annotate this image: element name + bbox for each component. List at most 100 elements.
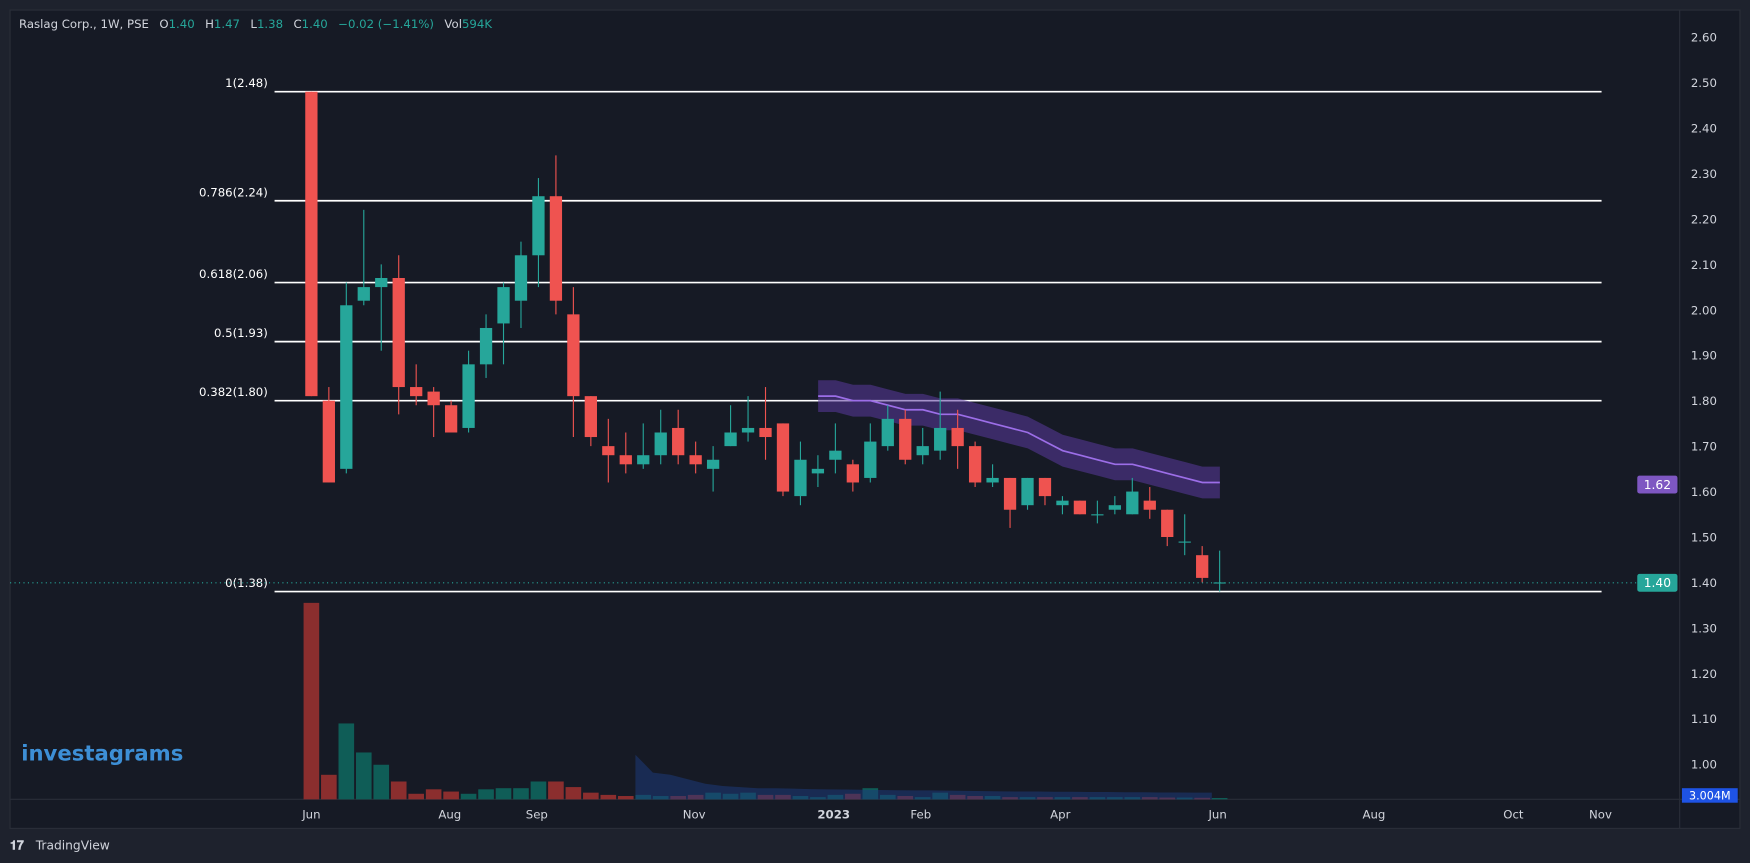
candle [340, 282, 353, 474]
candle [1108, 496, 1121, 515]
candle [1143, 487, 1156, 519]
candle-body [340, 305, 353, 469]
legend-symbol: Raslag Corp., 1W, PSE [19, 17, 149, 31]
candle-body [759, 427, 772, 438]
volume-bar [600, 794, 617, 800]
price-badge-volume: 3.004M [1681, 788, 1738, 803]
candle [672, 409, 685, 465]
candle [322, 387, 335, 483]
candle [899, 409, 912, 465]
volume-bar [373, 764, 390, 800]
price-tick-label: 1.70 [1691, 440, 1717, 454]
time-tick-label: Oct [1503, 807, 1524, 821]
moving-average [818, 380, 1220, 499]
candle [881, 405, 894, 451]
volume-bar [617, 796, 634, 800]
ma-value-label: 1.62 [1644, 478, 1671, 492]
candle [305, 91, 318, 397]
volume-bar [460, 793, 477, 800]
candle-body [584, 396, 597, 438]
candle-body [724, 432, 737, 447]
candle-body [637, 455, 650, 465]
candle-body [706, 459, 720, 469]
candle-body [1091, 514, 1104, 516]
volume-bar [583, 792, 599, 800]
candles [305, 91, 1226, 592]
time-tick-label: 2023 [817, 807, 850, 821]
legend[interactable]: Raslag Corp., 1W, PSE O1.40 H1.47 L1.38 … [19, 17, 492, 31]
candle [689, 441, 702, 474]
candle [619, 432, 632, 474]
price-tick-label: 1.50 [1691, 530, 1717, 544]
candle [776, 423, 790, 497]
candle-body [619, 455, 632, 465]
candle-body [864, 441, 877, 478]
candle [829, 423, 842, 474]
fib-level-label: 1(2.48) [225, 76, 268, 90]
candle [1056, 496, 1069, 515]
candle-body [532, 196, 545, 256]
volume-bar [390, 781, 407, 800]
volume-bar [355, 752, 372, 800]
price-tick-label: 2.10 [1691, 258, 1717, 272]
candle [741, 396, 755, 442]
candle-body [916, 446, 929, 456]
fib-level-label: 0.382(1.80) [199, 385, 268, 399]
candle [410, 364, 423, 406]
legend-high: 1.47 [214, 17, 240, 31]
candle [864, 423, 877, 483]
candle [724, 405, 737, 447]
candle [532, 178, 545, 288]
candle [811, 455, 825, 488]
candle [497, 282, 510, 365]
time-tick-label: Sep [526, 807, 548, 821]
time-tick-label: Nov [683, 807, 706, 821]
time-axis[interactable]: Jun Aug Sep Nov 2023 Feb Apr Jun Aug Oct Nov [301, 807, 1612, 821]
fib-level-label: 0.5(1.93) [214, 326, 268, 340]
price-tick-label: 1.30 [1691, 621, 1717, 635]
candle-body [1143, 500, 1156, 510]
candle-body [1213, 582, 1226, 584]
candle [427, 387, 440, 438]
volume-bar [513, 788, 529, 800]
price-tick-label: 2.60 [1691, 31, 1717, 45]
candle [479, 314, 493, 378]
candle-body [899, 418, 912, 460]
candle-body [427, 391, 440, 406]
candle-body [1108, 505, 1121, 510]
price-badge-ma: 1.62 [1637, 475, 1678, 494]
time-tick-label: Jun [301, 807, 320, 821]
volume-bar [548, 781, 564, 800]
candle-body [829, 450, 842, 460]
tradingview-brand[interactable]: TradingView [35, 839, 110, 853]
price-tick-label: 1.60 [1691, 485, 1717, 499]
candle-body [1161, 509, 1174, 538]
price-tick-label: 2.00 [1691, 303, 1717, 317]
candle-body [392, 278, 405, 388]
volume-bar [321, 774, 337, 800]
volume-pane [303, 602, 1228, 800]
candle [846, 459, 859, 492]
legend-close: 1.40 [302, 17, 328, 31]
volume-bar [303, 602, 320, 800]
volume-bar [338, 723, 355, 800]
candle-body [881, 418, 894, 447]
candle [1091, 500, 1104, 524]
candle-body [846, 464, 859, 483]
candle-body [549, 196, 563, 301]
chart-pane[interactable] [9, 9, 1741, 829]
candle-body [1003, 477, 1017, 510]
price-tick-label: 1.80 [1691, 394, 1717, 408]
price-badge-last: 1.40 [1637, 573, 1678, 592]
candle [602, 418, 615, 483]
volume-bar [495, 788, 512, 800]
candle-body [794, 459, 807, 497]
price-axis[interactable]: 2.60 2.50 2.40 2.30 2.20 2.10 2.00 1.90 1.80 1.70… [1691, 31, 1717, 772]
candle [549, 155, 563, 315]
candle-body [741, 427, 755, 433]
volume-ma-area [635, 754, 1212, 800]
candle [462, 350, 475, 433]
tradingview-footer[interactable]: 𝟏𝟕 TradingView [10, 839, 110, 853]
price-tick-label: 1.40 [1691, 576, 1717, 590]
